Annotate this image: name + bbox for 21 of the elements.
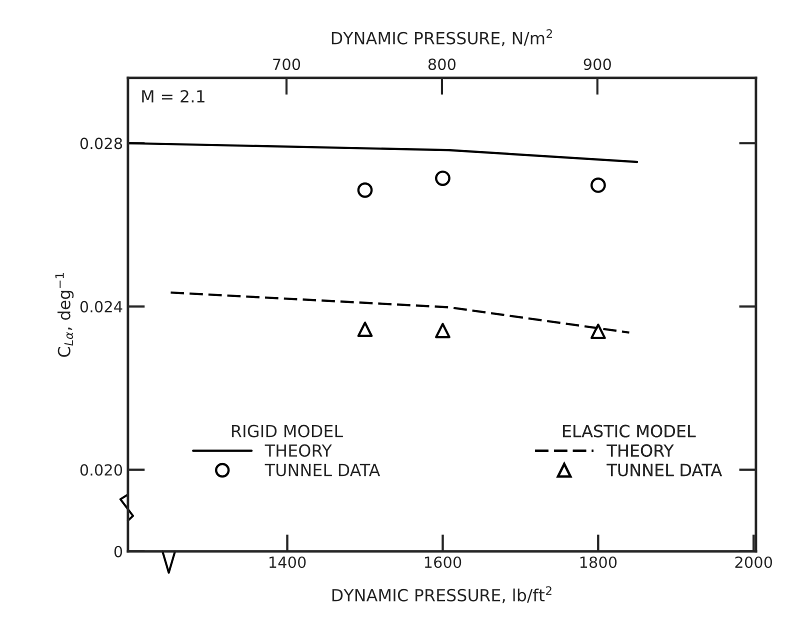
annotation: RIGID MODEL: [232, 424, 343, 438]
x-tick-label: 1600: [424, 556, 462, 568]
y-tick-label: 0.024: [80, 300, 122, 312]
x-tick-label: 1400: [270, 556, 306, 568]
x-axis-title: DYNAMIC PRESSURE, lb/ft$^{2}$: [332, 586, 552, 604]
y-tick-label: 0.028: [80, 138, 122, 150]
annotation: ELASTIC MODEL: [563, 424, 696, 438]
x2-tick-label: 700: [273, 58, 300, 70]
annotation: M = 2.1: [142, 90, 204, 102]
y-tick-label: 0.020: [80, 464, 122, 476]
y-axis-title: C$_{Lα}$, deg$^{−1}$: [55, 273, 74, 357]
legend-label: TUNNEL DATA: [264, 464, 380, 476]
legend-label: THEORY: [264, 444, 332, 457]
x2-tick-label: 800: [428, 58, 456, 70]
x-tick-label: 1800: [580, 556, 617, 568]
y-tick-label: 0: [114, 546, 122, 558]
x-tick-label: 2000: [735, 556, 772, 568]
legend-label: TUNNEL DATA: [606, 464, 722, 476]
x2-tick-label: 900: [584, 58, 611, 70]
legend-label: THEORY: [606, 444, 674, 457]
x2-axis-title: DYNAMIC PRESSURE, N/m$^{2}$: [332, 29, 552, 46]
